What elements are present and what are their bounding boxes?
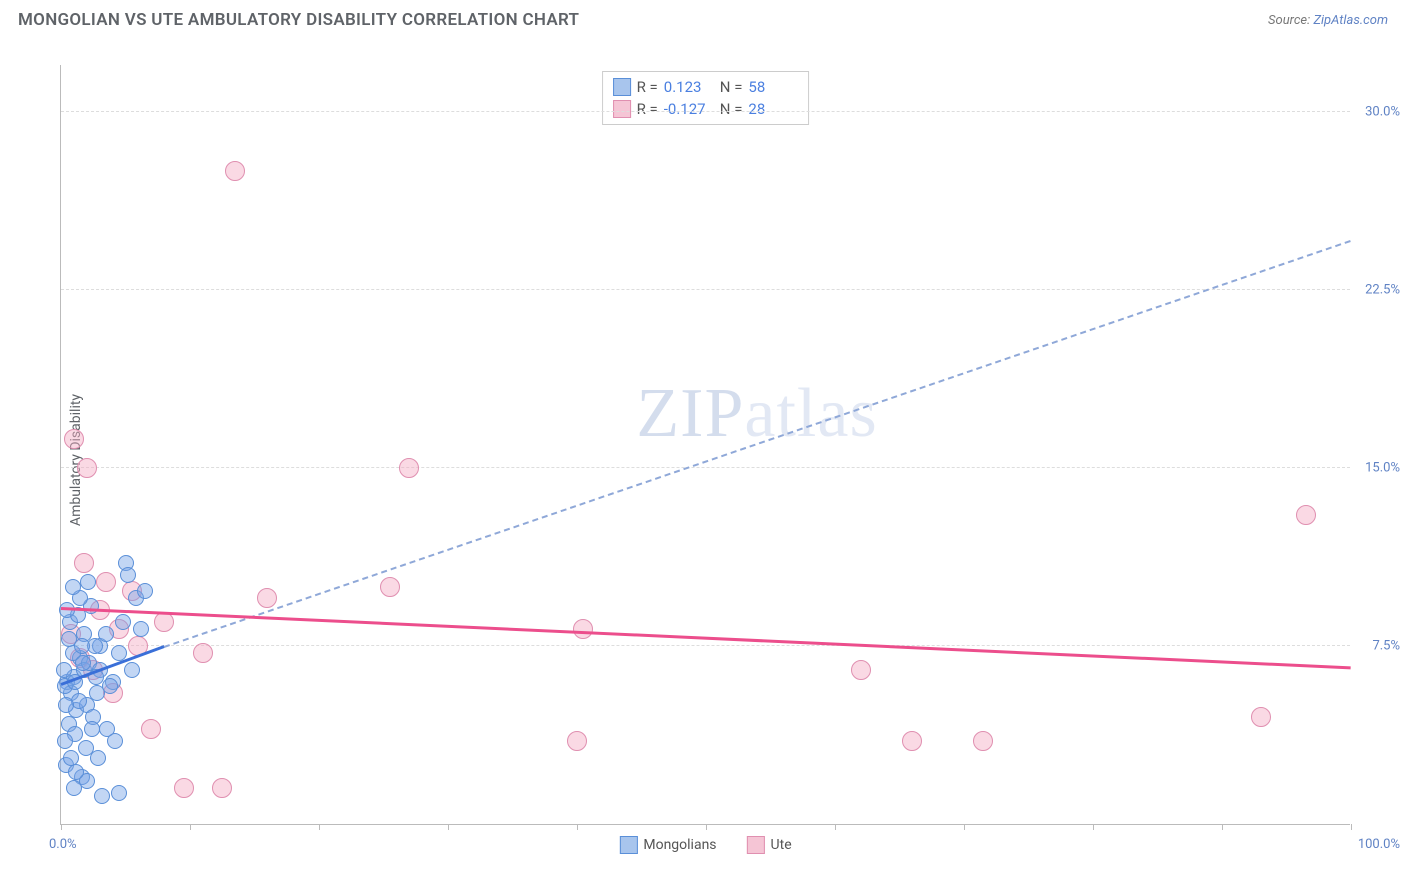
- legend-label-ute: Ute: [771, 837, 792, 853]
- r-value-ute: -0.127: [664, 100, 714, 118]
- trend-mongolians-dash: [164, 240, 1351, 648]
- chart-title: MONGOLIAN VS UTE AMBULATORY DISABILITY C…: [18, 10, 579, 30]
- source-label: Source:: [1268, 13, 1310, 28]
- ute-point: [567, 731, 587, 751]
- x-tick: [448, 824, 449, 830]
- swatch-pink: [613, 100, 631, 118]
- y-tick-label: 7.5%: [1372, 638, 1400, 653]
- series-legend: Mongolians Ute: [619, 836, 791, 854]
- ute-point: [212, 778, 232, 798]
- mongolians-point: [115, 614, 131, 630]
- x-axis-min-label: 0.0%: [49, 837, 77, 852]
- swatch-pink-icon: [747, 836, 765, 854]
- ute-point: [851, 660, 871, 680]
- x-tick: [1222, 824, 1223, 830]
- ute-point: [193, 643, 213, 663]
- stats-legend: R = 0.123 N = 58 R = -0.127 N = 28: [602, 71, 810, 125]
- chart-container: Ambulatory Disability ZIPatlas R = 0.123…: [50, 50, 1400, 870]
- x-tick: [61, 824, 62, 830]
- gridline: [61, 111, 1350, 112]
- ute-point: [154, 612, 174, 632]
- ute-point: [1296, 505, 1316, 525]
- x-tick: [1351, 824, 1352, 830]
- x-tick: [964, 824, 965, 830]
- source-link[interactable]: ZipAtlas.com: [1313, 13, 1388, 28]
- y-tick-label: 15.0%: [1365, 460, 1400, 475]
- x-tick: [319, 824, 320, 830]
- r-value-mongolians: 0.123: [664, 78, 714, 96]
- mongolians-point: [84, 721, 100, 737]
- ute-point: [380, 577, 400, 597]
- x-tick: [1093, 824, 1094, 830]
- n-value-mongolians: 58: [748, 78, 798, 96]
- swatch-blue: [613, 78, 631, 96]
- legend-item-ute: Ute: [747, 836, 792, 854]
- mongolians-point: [107, 733, 123, 749]
- y-tick-label: 22.5%: [1365, 282, 1400, 297]
- r-label: R =: [637, 78, 658, 96]
- chart-header: MONGOLIAN VS UTE AMBULATORY DISABILITY C…: [0, 0, 1406, 36]
- x-tick: [190, 824, 191, 830]
- x-tick: [706, 824, 707, 830]
- ute-point: [257, 588, 277, 608]
- r-label: R =: [637, 100, 658, 118]
- mongolians-point: [137, 583, 153, 599]
- gridline: [61, 467, 1350, 468]
- x-tick: [577, 824, 578, 830]
- ute-point: [399, 458, 419, 478]
- stats-row-ute: R = -0.127 N = 28: [613, 98, 799, 120]
- mongolians-point: [74, 638, 90, 654]
- swatch-blue-icon: [619, 836, 637, 854]
- n-value-ute: 28: [748, 100, 798, 118]
- mongolians-point: [57, 733, 73, 749]
- mongolians-point: [133, 621, 149, 637]
- mongolians-point: [75, 655, 91, 671]
- mongolians-point: [124, 662, 140, 678]
- ute-point: [77, 458, 97, 478]
- mongolians-point: [58, 697, 74, 713]
- ute-point: [973, 731, 993, 751]
- ute-point: [902, 731, 922, 751]
- source-attribution: Source: ZipAtlas.com: [1268, 13, 1388, 28]
- ute-point: [1251, 707, 1271, 727]
- ute-point: [141, 719, 161, 739]
- gridline: [61, 645, 1350, 646]
- ute-point: [74, 553, 94, 573]
- ute-point: [64, 429, 84, 449]
- mongolians-point: [68, 764, 84, 780]
- stats-row-mongolians: R = 0.123 N = 58: [613, 76, 799, 98]
- mongolians-point: [65, 579, 81, 595]
- gridline: [61, 289, 1350, 290]
- trend-ute: [61, 607, 1351, 669]
- ute-point: [96, 572, 116, 592]
- y-tick-label: 30.0%: [1365, 104, 1400, 119]
- mongolians-point: [94, 788, 110, 804]
- ute-point: [174, 778, 194, 798]
- legend-label-mongolians: Mongolians: [643, 837, 716, 853]
- plot-area: ZIPatlas R = 0.123 N = 58 R = -0.127 N =…: [60, 65, 1350, 825]
- mongolians-point: [80, 574, 96, 590]
- watermark-zip: ZIP: [636, 375, 744, 452]
- n-label: N =: [720, 100, 743, 118]
- x-tick: [835, 824, 836, 830]
- legend-item-mongolians: Mongolians: [619, 836, 716, 854]
- mongolians-point: [120, 567, 136, 583]
- ute-point: [225, 161, 245, 181]
- x-axis-max-label: 100.0%: [1358, 837, 1400, 852]
- n-label: N =: [720, 78, 743, 96]
- mongolians-point: [111, 785, 127, 801]
- ute-point: [573, 619, 593, 639]
- mongolians-point: [102, 678, 118, 694]
- mongolians-point: [90, 750, 106, 766]
